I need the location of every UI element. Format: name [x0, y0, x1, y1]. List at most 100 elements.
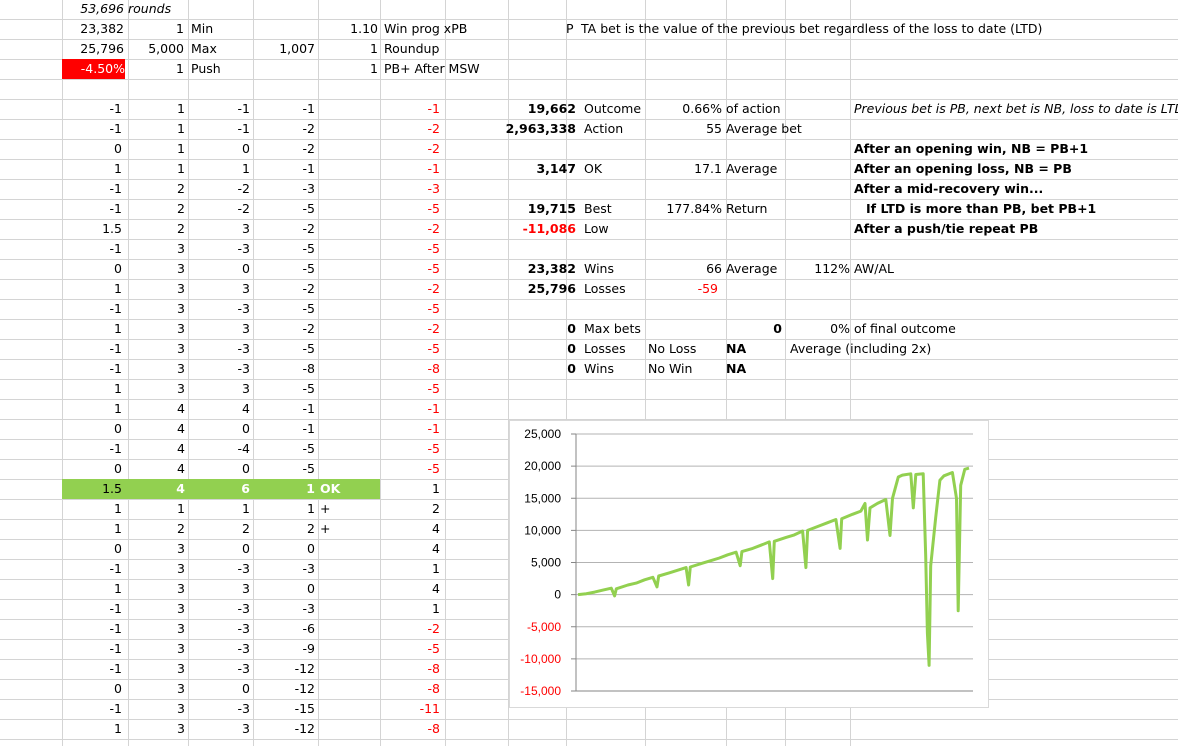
rule-mid-recovery-win: After a mid-recovery win... [854, 181, 1044, 196]
grid-row-line [0, 279, 1178, 280]
left-table-cell: -5 [427, 241, 440, 256]
left-table-note-ok: OK [320, 481, 341, 496]
grid-column-line [726, 0, 727, 746]
best-label: Best [584, 201, 612, 216]
left-table-cell: -2 [302, 321, 315, 336]
left-table-cell: 3 [177, 701, 185, 716]
left-table-cell: 1 [114, 501, 122, 516]
left-table-cell: -3 [237, 701, 250, 716]
left-table-cell: 0 [114, 461, 122, 476]
left-table-cell: -12 [294, 681, 315, 696]
left-table-cell: -1 [109, 601, 122, 616]
left-table-cell: -8 [427, 361, 440, 376]
left-table-cell: 1 [432, 601, 440, 616]
left-table-cell: 3 [177, 241, 185, 256]
header-cell-a: -4.50% [62, 59, 125, 79]
left-table-cell: 1 [114, 281, 122, 296]
grid-row-line [0, 219, 1178, 220]
left-table-cell: 1 [114, 161, 122, 176]
left-table-cell: -15 [294, 701, 315, 716]
chart-canvas: 25,000 20,000 15,000 10,000 5,000 0 -5,000 -10,… [520, 427, 973, 698]
outcome-label: Outcome [584, 101, 642, 116]
header-cell-c: 1 [176, 21, 184, 36]
y-tick-label: -15,000 [520, 684, 561, 698]
wins-average-value: 66 [706, 261, 722, 276]
left-table-cell: 3 [242, 721, 250, 736]
left-table-cell: -1 [427, 421, 440, 436]
left-table-cell: -1 [237, 101, 250, 116]
grid-row-line [0, 119, 1178, 120]
left-table-cell: 4 [432, 541, 440, 556]
left-table-cell: -1 [427, 401, 440, 416]
max-bets-count: 0 [773, 321, 782, 336]
header-cell-f: 1 [370, 41, 378, 56]
grid-row-line [0, 379, 1178, 380]
left-table-cell: -1 [109, 621, 122, 636]
left-table-note-plus1: + [320, 501, 331, 516]
left-table-cell: -1 [427, 101, 440, 116]
left-table-cell: 4 [432, 521, 440, 536]
left-table-cell: 1 [177, 141, 185, 156]
left-table-cell: 0 [114, 421, 122, 436]
left-table-cell: 1 [114, 521, 122, 536]
left-table-cell: 3 [242, 581, 250, 596]
left-table-cell: -2 [427, 281, 440, 296]
header-cell-f: 1 [370, 61, 378, 76]
left-table-cell: -5 [302, 381, 315, 396]
grid-row-line [0, 259, 1178, 260]
left-table-cell: -5 [302, 461, 315, 476]
left-table-cell: -1 [237, 121, 250, 136]
note-p: P [566, 21, 574, 36]
return-value: 177.84% [666, 201, 722, 216]
left-table-cell: -12 [294, 721, 315, 736]
grid-column-line [380, 0, 381, 746]
left-table-cell: -8 [302, 361, 315, 376]
awal-value: 112% [814, 261, 850, 276]
y-tick-label: 5,000 [531, 556, 561, 570]
left-table-cell: -1 [109, 361, 122, 376]
header-cell-e: 1,007 [279, 41, 315, 56]
grid-row-line [0, 179, 1178, 180]
rule-push-tie: After a push/tie repeat PB [854, 221, 1039, 236]
losses-label: Losses [584, 281, 626, 296]
grid-column-line [62, 0, 63, 746]
left-table-cell: 1 [242, 501, 250, 516]
left-table-cell: -5 [427, 461, 440, 476]
ok-label: OK [584, 161, 603, 176]
left-table-cell: 4 [177, 461, 185, 476]
y-tick-label: -5,000 [527, 620, 561, 634]
left-table-cell: -2 [302, 141, 315, 156]
left-table-cell: 1 [177, 501, 185, 516]
left-table-cell: -3 [237, 621, 250, 636]
grid-row-line [0, 719, 1178, 720]
header-cell-b: rounds [128, 1, 172, 16]
left-table-cell: -3 [237, 301, 250, 316]
grid-row-line [0, 59, 1178, 60]
left-table-cell: -1 [109, 201, 122, 216]
left-table-cell: -2 [427, 321, 440, 336]
left-table-cell: 6 [241, 481, 250, 496]
left-table-cell: -1 [109, 341, 122, 356]
left-table-cell: 2 [242, 521, 250, 536]
left-table-cell: -5 [302, 301, 315, 316]
header-cell-f: 1.10 [350, 21, 378, 36]
left-table-cell: -1 [109, 661, 122, 676]
left-table-cell: 3 [177, 601, 185, 616]
left-table-cell: 1 [432, 481, 440, 496]
left-table-note-plus2: + [320, 521, 331, 536]
left-table-cell: -1 [109, 441, 122, 456]
rule-opening-loss: After an opening loss, NB = PB [854, 161, 1072, 176]
left-table-cell: -12 [294, 661, 315, 676]
left-table-cell: -3 [302, 561, 315, 576]
left-table-cell: -5 [302, 441, 315, 456]
left-table-cell: -1 [109, 121, 122, 136]
left-table-cell: 3 [177, 541, 185, 556]
left-table-cell: -2 [237, 201, 250, 216]
left-table-cell: 1 [307, 501, 315, 516]
left-table-cell: 1 [114, 321, 122, 336]
left-table-cell: -2 [237, 181, 250, 196]
max-losses-value: 0 [567, 341, 576, 356]
no-win-label: No Win [648, 361, 693, 376]
left-table-cell: -1 [109, 301, 122, 316]
grid-row-line [0, 139, 1178, 140]
